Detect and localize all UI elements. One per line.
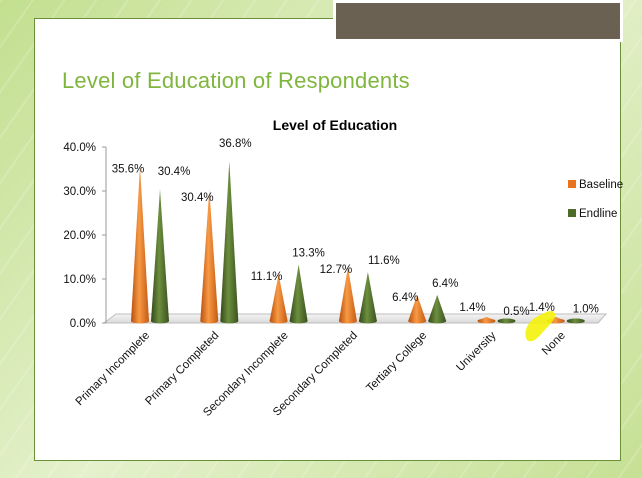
- cone-base: [200, 318, 219, 324]
- highlighter-mark: [525, 310, 556, 342]
- data-label: 11.1%: [251, 271, 283, 283]
- chart-title: Level of Education: [273, 117, 397, 133]
- data-label: 1.4%: [459, 302, 485, 314]
- cone-mark: [131, 166, 149, 321]
- cone-mark: [151, 189, 169, 321]
- data-label: 30.4%: [158, 166, 191, 178]
- cone-mark: [269, 274, 288, 321]
- y-tick-label: 10.0%: [63, 274, 96, 286]
- x-category-label: None: [540, 330, 568, 358]
- y-tick-label: 40.0%: [63, 142, 96, 154]
- y-tick-label: 30.0%: [63, 186, 96, 198]
- y-tick-label: 20.0%: [63, 230, 96, 242]
- cone-mark: [358, 271, 377, 321]
- cone-base: [428, 318, 447, 324]
- legend-swatch: [568, 209, 576, 217]
- cone-base: [269, 318, 288, 324]
- slide-title: Level of Education of Respondents: [62, 68, 410, 93]
- data-label: 0.5%: [503, 306, 529, 318]
- x-category-label: Primary Completed: [143, 330, 221, 408]
- cone-mark: [428, 294, 447, 321]
- legend-label: Endline: [579, 208, 617, 220]
- cone-mark: [220, 161, 239, 321]
- cone-mark: [289, 264, 308, 321]
- chart-legend: Baseline Endline: [568, 179, 623, 220]
- data-label: 30.4%: [181, 192, 214, 204]
- cone-base: [151, 318, 169, 324]
- title-placeholder-box: [333, 0, 623, 42]
- cone-mark: [338, 267, 357, 321]
- cone-base: [408, 318, 427, 324]
- data-label: 12.7%: [320, 264, 353, 276]
- data-label: 36.8%: [219, 138, 252, 150]
- data-label: 11.6%: [368, 255, 400, 267]
- legend-swatch: [568, 180, 576, 188]
- cone-base: [497, 318, 516, 324]
- cone-mark: [408, 294, 427, 321]
- cone-base: [338, 318, 357, 324]
- x-category-label: University: [454, 329, 498, 373]
- x-category-label: Primary Incomplete: [74, 330, 153, 409]
- y-tick-label: 0.0%: [70, 318, 96, 330]
- slide-canvas: [34, 18, 621, 461]
- legend-label: Baseline: [579, 179, 623, 191]
- data-label: 6.4%: [432, 278, 458, 290]
- cone-base: [220, 318, 239, 324]
- cone-base: [358, 318, 377, 324]
- x-category-label: Tertiary College: [364, 330, 429, 395]
- cone-base: [131, 318, 149, 324]
- data-label: 1.4%: [529, 302, 555, 314]
- data-label: 13.3%: [292, 247, 325, 259]
- cone-base: [566, 318, 585, 324]
- data-label: 1.0%: [573, 304, 599, 316]
- chart-marks: [131, 161, 585, 342]
- data-label: 6.4%: [392, 292, 418, 304]
- cone-base: [477, 318, 496, 324]
- cone-base: [289, 318, 308, 324]
- cone-mark: [200, 189, 219, 321]
- data-label: 35.6%: [112, 163, 145, 175]
